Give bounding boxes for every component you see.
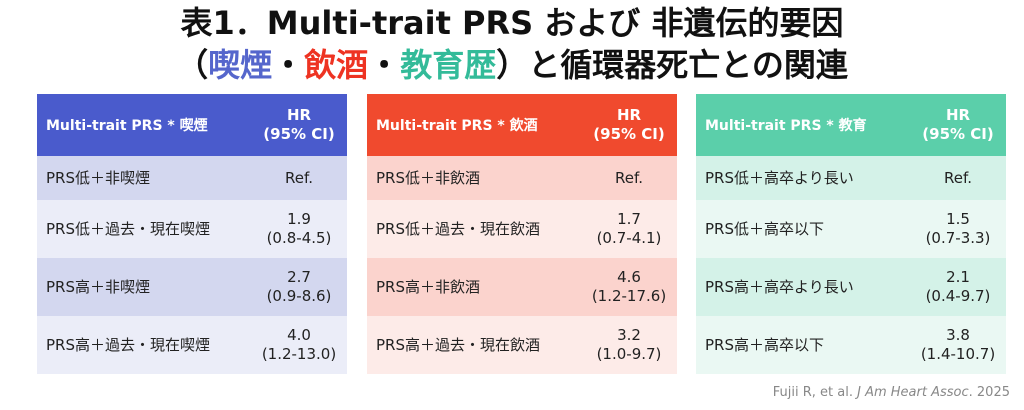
hr-value: Ref. (285, 168, 313, 187)
title-separator: ・ (272, 46, 305, 84)
alcohol-table: Multi-trait PRS * 飲酒 HR (95% CI) PRS低＋非飲… (367, 94, 677, 374)
row-value: 2.7 (0.9-8.6) (251, 268, 347, 306)
ci-value: (1.0-9.7) (596, 345, 662, 363)
table-row: PRS高＋非喫煙 2.7 (0.9-8.6) (37, 258, 347, 316)
row-label: PRS高＋非飲酒 (376, 277, 480, 296)
education-table: Multi-trait PRS * 教育 HR (95% CI) PRS低＋高卒… (696, 94, 1006, 374)
table-header-label: Multi-trait PRS * 教育 (705, 118, 867, 134)
table-row: PRS低＋高卒より長い Ref. (696, 156, 1006, 200)
title-separator: ・ (368, 46, 401, 84)
table-header-hr: HR (95% CI) (251, 106, 347, 144)
table-row: PRS高＋高卒以下 3.8 (1.4-10.7) (696, 316, 1006, 374)
hr-value: 2.7 (287, 268, 311, 286)
row-label: PRS低＋過去・現在喫煙 (46, 219, 210, 238)
row-label: PRS高＋高卒以下 (705, 335, 824, 354)
citation: Fujii R, et al. J Am Heart Assoc. 2025 (773, 385, 1010, 400)
title-rest: ）と循環器死亡との関連 (496, 46, 848, 84)
hr-heading: HR (945, 106, 971, 124)
page-title-line2: （喫煙・飲酒・教育歴）と循環器死亡との関連 (0, 46, 1024, 84)
table-row: PRS低＋非飲酒 Ref. (367, 156, 677, 200)
hr-value: Ref. (944, 168, 972, 187)
table-header: Multi-trait PRS * 喫煙 HR (95% CI) (37, 94, 347, 156)
ci-value: (1.4-10.7) (920, 345, 996, 363)
row-label: PRS高＋過去・現在飲酒 (376, 335, 540, 354)
row-label: PRS高＋高卒より長い (705, 277, 854, 296)
hr-value: 1.7 (617, 210, 641, 228)
table-row: PRS低＋高卒以下 1.5 (0.7-3.3) (696, 200, 1006, 258)
row-label: PRS低＋非喫煙 (46, 168, 150, 187)
table-header-label: Multi-trait PRS * 飲酒 (376, 118, 538, 134)
ci-value: (1.2-17.6) (591, 287, 667, 305)
hr-value: 1.5 (946, 210, 970, 228)
title-smoking-word: 喫煙 (208, 46, 273, 84)
ci-value: (1.2-13.0) (261, 345, 337, 363)
row-value: 3.2 (1.0-9.7) (581, 326, 677, 364)
citation-year: . 2025 (968, 385, 1010, 400)
row-value: Ref. (581, 169, 677, 188)
row-value: Ref. (251, 169, 347, 188)
hr-value: 2.1 (946, 268, 970, 286)
citation-journal: J Am Heart Assoc (857, 385, 969, 400)
row-label: PRS高＋過去・現在喫煙 (46, 335, 210, 354)
table-header: Multi-trait PRS * 飲酒 HR (95% CI) (367, 94, 677, 156)
table-row: PRS低＋非喫煙 Ref. (37, 156, 347, 200)
row-label: PRS低＋高卒以下 (705, 219, 824, 238)
hr-value: 3.2 (617, 326, 641, 344)
table-header-hr: HR (95% CI) (581, 106, 677, 144)
table-header: Multi-trait PRS * 教育 HR (95% CI) (696, 94, 1006, 156)
row-value: 4.0 (1.2-13.0) (251, 326, 347, 364)
hr-value: 4.6 (617, 268, 641, 286)
ci-value: (0.7-3.3) (925, 229, 991, 247)
row-value: 3.8 (1.4-10.7) (910, 326, 1006, 364)
table-row: PRS高＋非飲酒 4.6 (1.2-17.6) (367, 258, 677, 316)
row-value: 1.5 (0.7-3.3) (910, 210, 1006, 248)
table-row: PRS高＋過去・現在喫煙 4.0 (1.2-13.0) (37, 316, 347, 374)
hr-heading: HR (616, 106, 642, 124)
row-label: PRS低＋過去・現在飲酒 (376, 219, 540, 238)
ci-value: (0.9-8.6) (266, 287, 332, 305)
ci-value: (0.7-4.1) (596, 229, 662, 247)
table-row: PRS低＋過去・現在飲酒 1.7 (0.7-4.1) (367, 200, 677, 258)
hr-value: Ref. (615, 168, 643, 187)
row-value: 1.7 (0.7-4.1) (581, 210, 677, 248)
row-value: Ref. (910, 169, 1006, 188)
row-value: 4.6 (1.2-17.6) (581, 268, 677, 306)
hr-heading: HR (286, 106, 312, 124)
table-header-label: Multi-trait PRS * 喫煙 (46, 118, 208, 134)
title-open-paren: （ (176, 46, 209, 84)
page-title-line1: 表1．Multi-trait PRS および 非遺伝的要因 (180, 4, 844, 42)
row-label: PRS低＋高卒より長い (705, 168, 854, 187)
row-value: 2.1 (0.4-9.7) (910, 268, 1006, 306)
row-label: PRS低＋非飲酒 (376, 168, 480, 187)
table-row: PRS高＋過去・現在飲酒 3.2 (1.0-9.7) (367, 316, 677, 374)
row-label: PRS高＋非喫煙 (46, 277, 150, 296)
citation-authors: Fujii R, et al. (772, 385, 858, 400)
ci-heading: (95% CI) (922, 125, 994, 143)
ci-value: (0.8-4.5) (266, 229, 332, 247)
row-value: 1.9 (0.8-4.5) (251, 210, 347, 248)
ci-heading: (95% CI) (593, 125, 665, 143)
hr-value: 3.8 (946, 326, 970, 344)
ci-value: (0.4-9.7) (925, 287, 991, 305)
table-header-hr: HR (95% CI) (910, 106, 1006, 144)
title-education-word: 教育歴 (400, 46, 497, 84)
hr-value: 1.9 (287, 210, 311, 228)
title-alcohol-word: 飲酒 (304, 46, 369, 84)
table-row: PRS低＋過去・現在喫煙 1.9 (0.8-4.5) (37, 200, 347, 258)
smoking-table: Multi-trait PRS * 喫煙 HR (95% CI) PRS低＋非喫… (37, 94, 347, 374)
hr-value: 4.0 (287, 326, 311, 344)
table-row: PRS高＋高卒より長い 2.1 (0.4-9.7) (696, 258, 1006, 316)
ci-heading: (95% CI) (263, 125, 335, 143)
